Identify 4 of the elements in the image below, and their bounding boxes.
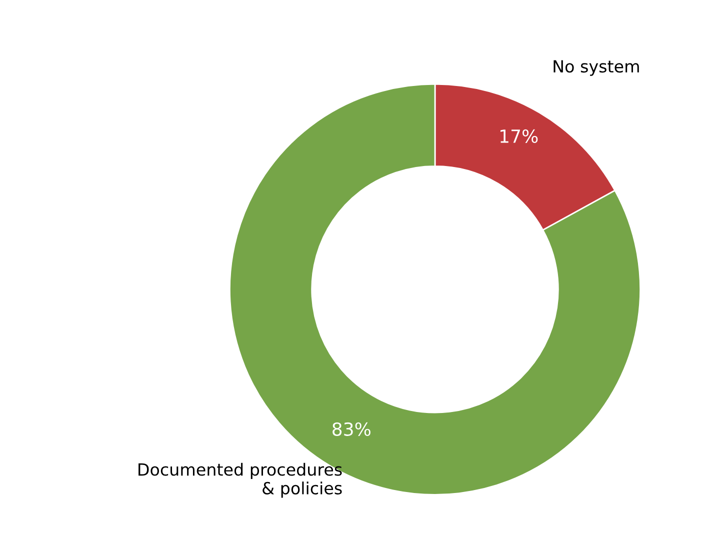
data-label: 17%: [500, 129, 538, 143]
slice-label: No system: [554, 60, 639, 76]
data-label: 83%: [332, 422, 370, 436]
slice-label: Documented procedures & policies: [138, 462, 342, 498]
